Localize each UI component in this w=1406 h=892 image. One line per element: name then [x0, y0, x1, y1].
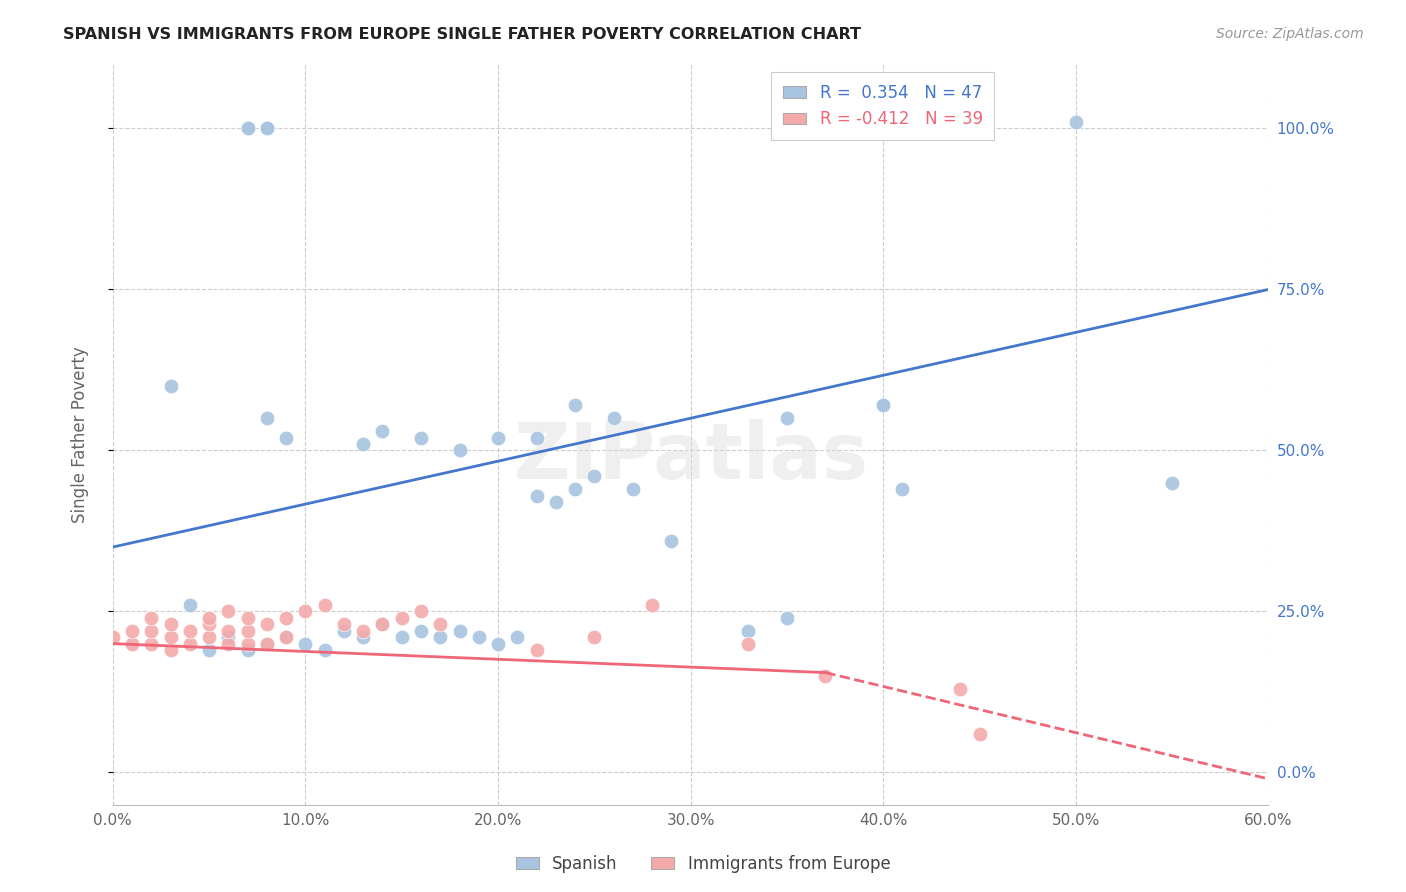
Point [256, 121, 278, 136]
Point [969, 727, 991, 741]
Point [526, 643, 548, 657]
Point [737, 624, 759, 638]
Point [352, 630, 374, 644]
Point [276, 431, 298, 445]
Point [583, 630, 606, 644]
Point [256, 411, 278, 425]
Point [179, 598, 201, 612]
Point [159, 617, 181, 632]
Point [872, 398, 894, 412]
Point [121, 624, 143, 638]
Legend: R =  0.354   N = 47, R = -0.412   N = 39: R = 0.354 N = 47, R = -0.412 N = 39 [770, 72, 994, 140]
Point [776, 611, 799, 625]
Point [1161, 475, 1184, 490]
Point [217, 624, 239, 638]
Point [101, 630, 124, 644]
Point [236, 624, 259, 638]
Point [141, 611, 163, 625]
Point [468, 630, 491, 644]
Point [409, 431, 432, 445]
Point [236, 121, 259, 136]
Point [352, 624, 374, 638]
Point [179, 624, 201, 638]
Point [333, 624, 356, 638]
Point [409, 604, 432, 618]
Point [236, 637, 259, 651]
Point [661, 533, 683, 548]
Text: Source: ZipAtlas.com: Source: ZipAtlas.com [1216, 27, 1364, 41]
Point [314, 598, 336, 612]
Point [486, 431, 509, 445]
Point [814, 669, 837, 683]
Point [256, 121, 278, 136]
Point [391, 611, 413, 625]
Point [506, 630, 529, 644]
Point [121, 637, 143, 651]
Point [371, 617, 394, 632]
Point [294, 637, 316, 651]
Point [236, 643, 259, 657]
Point [429, 617, 451, 632]
Point [198, 643, 221, 657]
Point [526, 431, 548, 445]
Point [236, 121, 259, 136]
Point [256, 637, 278, 651]
Point [276, 611, 298, 625]
Point [256, 617, 278, 632]
Point [256, 637, 278, 651]
Point [872, 398, 894, 412]
Point [141, 624, 163, 638]
Point [891, 482, 914, 496]
Point [236, 611, 259, 625]
Point [276, 630, 298, 644]
Point [352, 437, 374, 451]
Point [409, 624, 432, 638]
Point [294, 604, 316, 618]
Point [526, 489, 548, 503]
Point [314, 643, 336, 657]
Point [371, 424, 394, 438]
Point [449, 443, 471, 458]
Point [217, 604, 239, 618]
Point [429, 630, 451, 644]
Point [776, 411, 799, 425]
Point [159, 630, 181, 644]
Point [949, 681, 972, 696]
Point [391, 630, 413, 644]
Point [333, 617, 356, 632]
Point [179, 637, 201, 651]
Point [602, 411, 624, 425]
Point [198, 630, 221, 644]
Point [583, 469, 606, 483]
Legend: Spanish, Immigrants from Europe: Spanish, Immigrants from Europe [509, 848, 897, 880]
Point [371, 617, 394, 632]
Text: SPANISH VS IMMIGRANTS FROM EUROPE SINGLE FATHER POVERTY CORRELATION CHART: SPANISH VS IMMIGRANTS FROM EUROPE SINGLE… [63, 27, 862, 42]
Point [544, 495, 567, 509]
Point [449, 624, 471, 638]
Point [1064, 115, 1087, 129]
Point [621, 482, 644, 496]
Point [276, 630, 298, 644]
Point [641, 598, 664, 612]
Point [159, 643, 181, 657]
Point [486, 637, 509, 651]
Y-axis label: Single Father Poverty: Single Father Poverty [72, 346, 89, 523]
Point [737, 637, 759, 651]
Point [159, 379, 181, 393]
Point [564, 398, 586, 412]
Point [564, 482, 586, 496]
Point [217, 630, 239, 644]
Point [217, 637, 239, 651]
Point [141, 637, 163, 651]
Point [198, 617, 221, 632]
Text: ZIPatlas: ZIPatlas [513, 418, 868, 494]
Point [198, 611, 221, 625]
